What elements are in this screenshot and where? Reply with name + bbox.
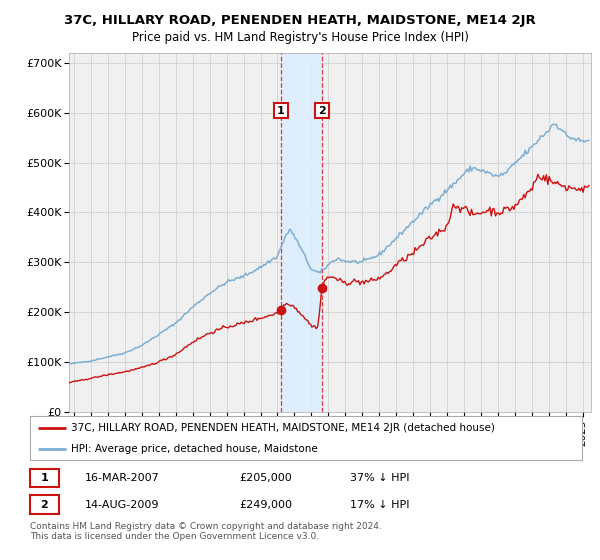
Text: 1: 1	[277, 105, 285, 115]
Bar	[281, 53, 322, 412]
FancyBboxPatch shape	[30, 469, 59, 487]
Text: HPI: Average price, detached house, Maidstone: HPI: Average price, detached house, Maid…	[71, 444, 318, 454]
Text: £249,000: £249,000	[240, 500, 293, 510]
Text: Contains HM Land Registry data © Crown copyright and database right 2024.
This d: Contains HM Land Registry data © Crown c…	[30, 522, 382, 542]
Text: 37C, HILLARY ROAD, PENENDEN HEATH, MAIDSTONE, ME14 2JR: 37C, HILLARY ROAD, PENENDEN HEATH, MAIDS…	[64, 14, 536, 27]
Text: 14-AUG-2009: 14-AUG-2009	[85, 500, 160, 510]
Text: 37% ↓ HPI: 37% ↓ HPI	[350, 473, 410, 483]
Text: 16-MAR-2007: 16-MAR-2007	[85, 473, 160, 483]
Text: 2: 2	[40, 500, 48, 510]
Text: 17% ↓ HPI: 17% ↓ HPI	[350, 500, 410, 510]
FancyBboxPatch shape	[30, 496, 59, 514]
Text: 1: 1	[40, 473, 48, 483]
Text: Price paid vs. HM Land Registry's House Price Index (HPI): Price paid vs. HM Land Registry's House …	[131, 31, 469, 44]
Text: 37C, HILLARY ROAD, PENENDEN HEATH, MAIDSTONE, ME14 2JR (detached house): 37C, HILLARY ROAD, PENENDEN HEATH, MAIDS…	[71, 423, 495, 433]
Text: 2: 2	[318, 105, 326, 115]
Text: £205,000: £205,000	[240, 473, 293, 483]
